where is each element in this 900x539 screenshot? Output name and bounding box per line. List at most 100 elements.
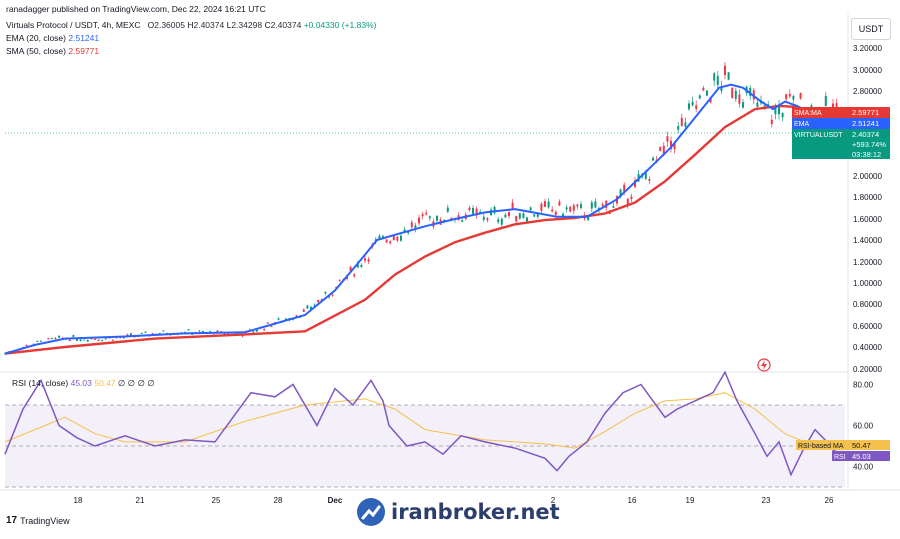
candle-body [569, 206, 572, 212]
candle-body [511, 202, 514, 210]
candle-body [313, 304, 316, 306]
candle-body [4, 353, 6, 355]
watermark-logo-icon [357, 498, 385, 526]
candle-body [518, 213, 521, 219]
candle-body [263, 328, 266, 331]
candle-body [706, 90, 708, 96]
candle-body [824, 95, 827, 107]
time-tick-label: 18 [74, 496, 83, 505]
sma-legend-label: SMA (50, close) [6, 46, 66, 56]
candle-body [418, 217, 420, 224]
sma-tag-label: SMA:MA [794, 110, 822, 117]
ema-legend-value: 2.51241 [68, 33, 100, 43]
ema-legend[interactable]: EMA (20, close) 2.51241 [6, 33, 99, 43]
lightning-bolt-icon [761, 360, 767, 370]
candle-body [187, 329, 190, 331]
candle-body [738, 94, 741, 104]
candle-body [781, 112, 784, 118]
sma-tag-value-box [848, 107, 890, 118]
candle-body [580, 204, 582, 208]
rsi-tick-label: 40.00 [853, 463, 874, 472]
candle-body [241, 335, 244, 337]
candle-body [403, 229, 406, 232]
candle-body [277, 318, 280, 320]
candle-body [284, 318, 287, 320]
candle-body [302, 309, 305, 312]
candle-body [774, 106, 777, 115]
candle-body [367, 259, 370, 262]
candle-body [331, 294, 334, 296]
ohlc-o-label: O [147, 20, 155, 30]
rsi-legend[interactable]: RSI (14, close) 45.03 50.47 ∅ ∅ ∅ ∅ [12, 378, 155, 389]
rsi-ma-tag-value: 50.47 [852, 441, 871, 450]
lightning-icon[interactable] [757, 358, 771, 372]
rsi-legend-label: RSI (14, close) [12, 378, 69, 388]
candle-body [673, 143, 676, 150]
candle-body [601, 204, 604, 206]
candle-body [86, 340, 89, 342]
symbol-name[interactable]: Virtuals Protocol / USDT, 4h, MEXC [6, 20, 141, 30]
candle-body [335, 286, 338, 288]
time-tick-label: 25 [212, 496, 221, 505]
ema-tag-label: EMA [794, 121, 810, 128]
candle-body [493, 207, 496, 213]
last-tag-label-box [792, 129, 848, 159]
candle-body [623, 184, 626, 192]
candle-body [536, 212, 539, 217]
candle-body [785, 94, 788, 100]
candle-body [742, 102, 744, 108]
candle-body [734, 90, 737, 99]
currency-button[interactable]: USDT [851, 18, 891, 40]
candle-body [360, 265, 363, 268]
time-tick-label: 23 [762, 496, 771, 505]
candle-body [486, 218, 489, 221]
ohlc-h: 2.40374 [193, 20, 225, 30]
price-tick-label: 3.20000 [853, 44, 882, 53]
ohlc-h-label: H [187, 20, 194, 30]
candle-body [446, 207, 449, 212]
ohlc-l-label: L [226, 20, 232, 30]
tradingview-logo[interactable]: 17 TradingView [6, 515, 70, 526]
candle-body [306, 305, 309, 309]
candle-body [68, 339, 71, 341]
candle-body [522, 213, 525, 218]
candle-body [778, 104, 780, 115]
sma-legend-value: 2.59771 [68, 46, 100, 56]
candle-body [104, 338, 107, 340]
candle-body [356, 262, 359, 268]
candle-body [770, 119, 773, 125]
candle-body [349, 267, 352, 272]
ema-tag-label-box [792, 118, 848, 129]
candle-body [565, 207, 568, 210]
candle-body [677, 126, 680, 130]
sma-tag-label-box [792, 107, 848, 118]
candle-body [130, 333, 132, 336]
candle-body [266, 322, 269, 324]
ema-tag-value: 2.51241 [852, 119, 879, 128]
candle-body [680, 117, 683, 127]
sma-legend[interactable]: SMA (50, close) 2.59771 [6, 46, 99, 56]
watermark-text: iranbroker.net [391, 500, 560, 524]
candle-body [756, 102, 759, 107]
candle-body [72, 335, 75, 337]
candle-body [227, 333, 230, 335]
time-tick-label: 16 [628, 496, 637, 505]
candle-body [529, 207, 532, 211]
candle-body [378, 235, 381, 241]
candle-body [526, 217, 528, 222]
candle-body [659, 147, 662, 152]
candle-body [727, 72, 730, 80]
time-tick-label: 28 [274, 496, 283, 505]
candle-body [50, 338, 53, 340]
candle-body [594, 201, 597, 208]
candle-body [47, 338, 50, 340]
candle-body [353, 274, 356, 277]
candle-body [540, 203, 543, 211]
candle-body [252, 331, 255, 333]
symbol-line: Virtuals Protocol / USDT, 4h, MEXC O2.36… [6, 20, 376, 30]
candle-body [605, 200, 608, 208]
candle-body [392, 235, 395, 241]
sma-tag-value: 2.59771 [852, 108, 879, 117]
